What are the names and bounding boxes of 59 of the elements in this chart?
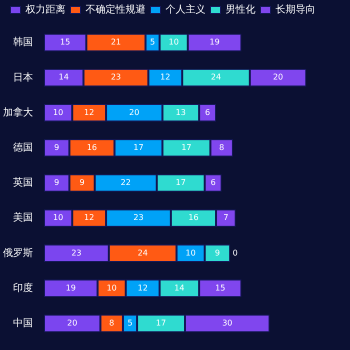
data-label: 10 [53, 213, 64, 222]
data-label: 19 [210, 38, 220, 47]
data-label: 6 [210, 178, 216, 188]
data-label: 14 [58, 72, 69, 82]
data-label: 17 [181, 142, 192, 152]
data-label: 12 [138, 283, 148, 292]
data-label: 6 [205, 108, 210, 117]
y-tick-label: 美国 [13, 212, 33, 224]
data-label: 12 [160, 72, 170, 82]
data-label: 17 [156, 318, 166, 328]
y-tick-label: 德国 [13, 142, 33, 154]
data-label: 10 [168, 38, 179, 47]
data-label: 12 [84, 213, 94, 222]
data-label: 10 [106, 283, 117, 292]
data-label: 20 [272, 72, 284, 82]
legend-label: 权力距离 [24, 4, 66, 16]
data-label: 30 [222, 318, 232, 328]
y-tick-label: 中国 [13, 317, 33, 330]
y-tick-label: 韩国 [13, 36, 33, 48]
data-label: 5 [150, 38, 156, 47]
y-tick-label: 俄罗斯 [3, 246, 33, 259]
data-label: 12 [84, 108, 94, 117]
data-label: 16 [86, 142, 98, 152]
data-label: 19 [66, 283, 76, 292]
data-label: 13 [176, 108, 186, 117]
data-label: 15 [60, 38, 70, 47]
y-tick-label: 英国 [13, 176, 33, 189]
data-label: 23 [110, 72, 122, 82]
y-tick-label: 印度 [13, 282, 33, 294]
legend-label: 长期导向 [276, 4, 316, 16]
data-label: 7 [223, 213, 228, 222]
data-label: 10 [53, 108, 64, 117]
y-tick-label: 日本 [13, 71, 33, 84]
data-label: 5 [127, 318, 133, 328]
data-label: 8 [219, 142, 224, 152]
data-label: 23 [71, 248, 82, 258]
legend-label: 不确定性规避 [86, 4, 146, 16]
data-label: 17 [133, 142, 144, 152]
data-label: 20 [129, 108, 140, 117]
data-label: 22 [120, 178, 131, 188]
data-label: 8 [109, 318, 114, 328]
data-label: 9 [54, 142, 60, 152]
data-label: 24 [138, 248, 148, 258]
data-label: 9 [80, 178, 85, 188]
data-label: 14 [174, 283, 184, 292]
legend-label: 个人主义 [166, 4, 206, 16]
data-label: 23 [133, 213, 144, 222]
data-label: 10 [186, 248, 196, 258]
data-label: 16 [188, 213, 199, 222]
data-label: 17 [176, 178, 186, 188]
data-label: 20 [67, 318, 78, 328]
legend-label: 男性化 [226, 4, 256, 16]
data-label: 21 [110, 38, 122, 47]
data-label: 15 [215, 283, 226, 292]
data-label: 9 [214, 248, 220, 258]
y-tick-label: 加拿大 [3, 106, 33, 118]
data-label: 24 [210, 72, 222, 82]
data-label: 0 [232, 248, 238, 258]
data-label: 9 [54, 178, 60, 188]
